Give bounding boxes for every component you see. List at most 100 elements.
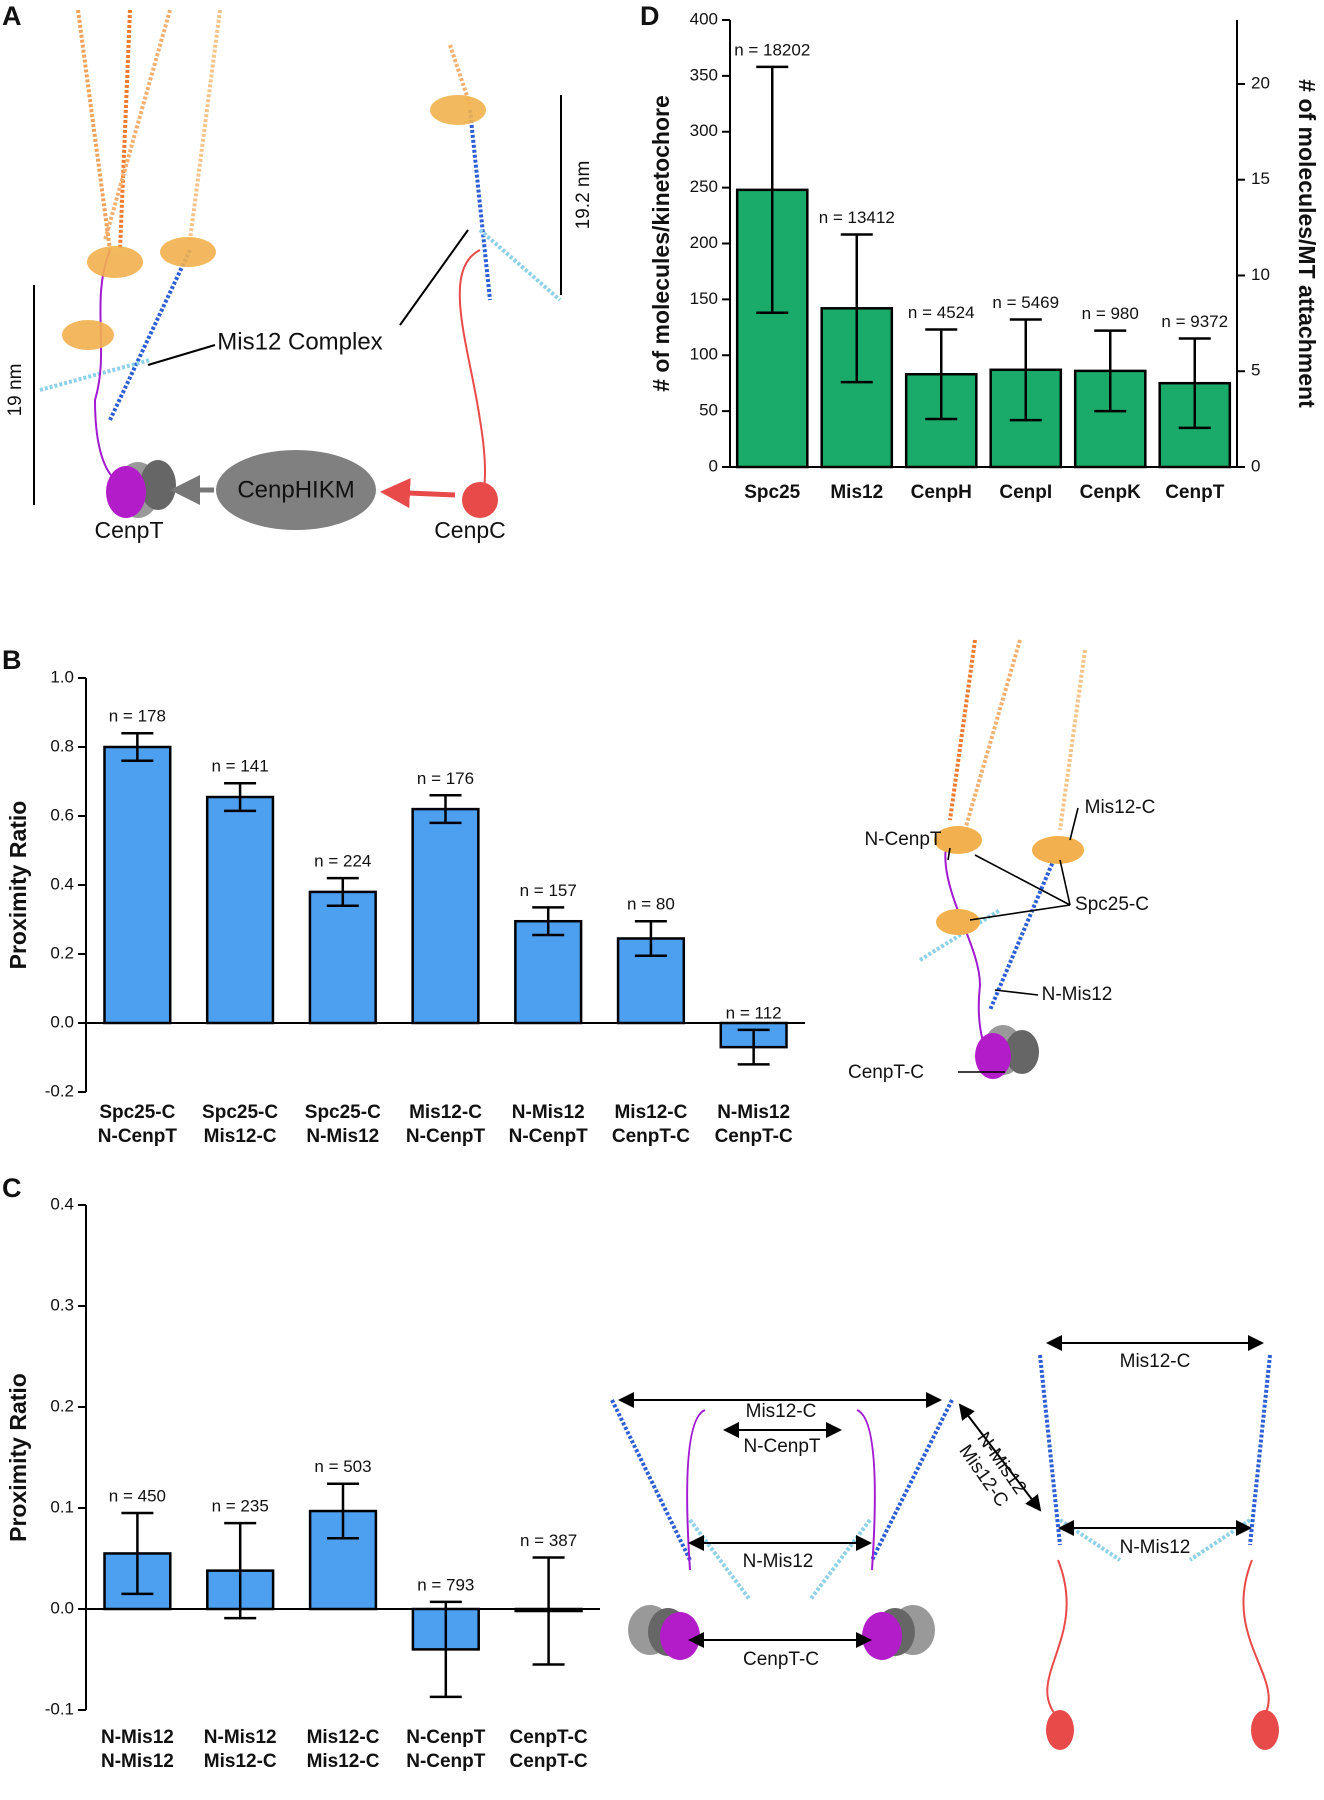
y-tick-label: 0.4 <box>50 1194 74 1213</box>
y-tick-label: 0.6 <box>50 805 74 824</box>
diagram-label: CenpHIKM <box>237 476 354 503</box>
n-label: n = 112 <box>726 1003 782 1022</box>
x-tick-label: Mis12-C <box>307 1751 380 1772</box>
y-tick-label: 0.0 <box>50 1012 74 1031</box>
y2-tick-label: 0 <box>1251 456 1260 475</box>
x-tick-label: N-CenpT <box>406 1751 486 1772</box>
x-tick-label: CenpI <box>999 482 1052 503</box>
y-tick-label: 250 <box>690 177 718 196</box>
x-tick-label: Spc25-C <box>305 1102 381 1123</box>
n-label: n = 13412 <box>819 208 895 227</box>
y-tick-label: 300 <box>690 121 718 140</box>
x-tick-label: N-Mis12 <box>717 1102 790 1123</box>
y-tick-label: 350 <box>690 65 718 84</box>
x-tick-label: N-CenpT <box>406 1727 486 1748</box>
diagram-c: Mis12-C N-CenpT N-Mis12 CenpT-C Mis12-C … <box>610 1335 1279 1750</box>
error-bar <box>925 328 958 421</box>
error-bar <box>429 794 462 825</box>
x-tick-label: CenpT-C <box>612 1126 690 1147</box>
x-tick-label: N-Mis12 <box>101 1727 174 1748</box>
x-tick-label: N-Mis12 <box>204 1727 277 1748</box>
diagram-label: CenpT <box>94 517 163 543</box>
error-bar <box>756 65 789 315</box>
bar <box>514 919 583 1025</box>
n-label: n = 18202 <box>734 40 810 59</box>
diagram-label: Mis12-C <box>1085 797 1156 818</box>
x-tick-label: N-CenpT <box>509 1126 589 1147</box>
error-bar <box>429 1600 462 1699</box>
y-axis-title: Proximity Ratio <box>5 1373 31 1542</box>
n-label: n = 4524 <box>908 303 975 322</box>
y-axis-title: # of molecules/kinetochore <box>648 95 674 392</box>
n-label: n = 157 <box>520 881 577 900</box>
error-bar <box>634 919 667 957</box>
diagram-a: Mis12 Complex 19 nm 19.2 nm CenpHIKM Cen… <box>5 9 594 543</box>
diagram-label: N-Mis12 <box>1120 1537 1191 1558</box>
error-bar <box>1094 329 1127 413</box>
y-tick-label: 0 <box>709 456 718 475</box>
x-tick-label: Mis12-C <box>409 1102 482 1123</box>
error-bar <box>737 1028 770 1066</box>
x-tick-label: CenpT-C <box>510 1727 588 1748</box>
bar <box>308 890 377 1025</box>
x-tick-label: Spc25-C <box>202 1102 278 1123</box>
n-label: n = 178 <box>109 707 166 726</box>
x-tick-label: CenpK <box>1080 482 1142 503</box>
x-tick-label: N-Mis12 <box>306 1126 379 1147</box>
y-tick-label: -0.2 <box>45 1081 74 1100</box>
diagram-label: 19.2 nm <box>573 161 594 230</box>
diagram-label: Mis12-C <box>746 1401 817 1422</box>
diagram-label: N-Mis12 <box>743 1551 814 1572</box>
x-tick-label: Mis12-C <box>204 1751 277 1772</box>
x-tick-label: CenpT-C <box>510 1751 588 1772</box>
panel-label: D <box>640 1 660 31</box>
n-label: n = 387 <box>520 1531 577 1550</box>
diagram-label: CenpT-C <box>743 1649 819 1670</box>
diagram-label: N-Mis12 <box>1042 984 1113 1005</box>
x-tick-label: N-CenpT <box>98 1126 178 1147</box>
bar <box>411 807 480 1025</box>
x-tick-label: Spc25 <box>744 482 800 503</box>
error-bar <box>1009 318 1042 422</box>
y2-axis-title: # of molecules/MT attachment <box>1294 79 1320 408</box>
y-tick-label: 200 <box>690 233 718 252</box>
error-bar <box>326 876 359 907</box>
y-tick-label: 50 <box>699 401 718 420</box>
n-label: n = 80 <box>627 895 675 914</box>
x-tick-label: Mis12-C <box>614 1102 687 1123</box>
y-axis-title: Proximity Ratio <box>5 801 31 970</box>
error-bar <box>1178 337 1211 430</box>
diagram-label: Spc25-C <box>1075 894 1149 915</box>
diagram-label: CenpT-C <box>848 1062 924 1083</box>
n-label: n = 9372 <box>1161 312 1228 331</box>
error-bar <box>532 906 565 937</box>
x-tick-label: N-Mis12 <box>101 1751 174 1772</box>
y-tick-label: 0.3 <box>50 1295 74 1314</box>
n-label: n = 980 <box>1082 304 1139 323</box>
y2-tick-label: 10 <box>1251 265 1270 284</box>
panel-label: B <box>2 645 22 675</box>
bar <box>103 745 172 1025</box>
error-bar <box>121 731 154 763</box>
diagram-label: Mis12-C <box>1120 1351 1191 1372</box>
error-bar <box>224 781 257 813</box>
y-tick-label: 400 <box>690 9 718 28</box>
diagram-b: Mis12-C N-CenpT Spc25-C N-Mis12 CenpT-C <box>848 639 1156 1083</box>
n-label: n = 224 <box>314 852 371 871</box>
n-label: n = 141 <box>211 757 268 776</box>
n-label: n = 793 <box>417 1575 474 1594</box>
x-tick-label: Mis12-C <box>307 1727 380 1748</box>
error-bar <box>327 1482 359 1540</box>
n-label: n = 5469 <box>992 293 1059 312</box>
n-label: n = 450 <box>109 1487 166 1506</box>
y-tick-label: 150 <box>690 289 718 308</box>
panel-label: C <box>2 1173 22 1203</box>
error-bar <box>121 1511 154 1596</box>
y-tick-label: 0.4 <box>50 874 74 893</box>
error-bar <box>840 233 873 384</box>
diagram-label: CenpC <box>434 517 506 543</box>
y2-tick-label: 20 <box>1251 73 1270 92</box>
y-tick-label: 1.0 <box>50 667 74 686</box>
x-tick-label: Mis12-C <box>204 1126 277 1147</box>
